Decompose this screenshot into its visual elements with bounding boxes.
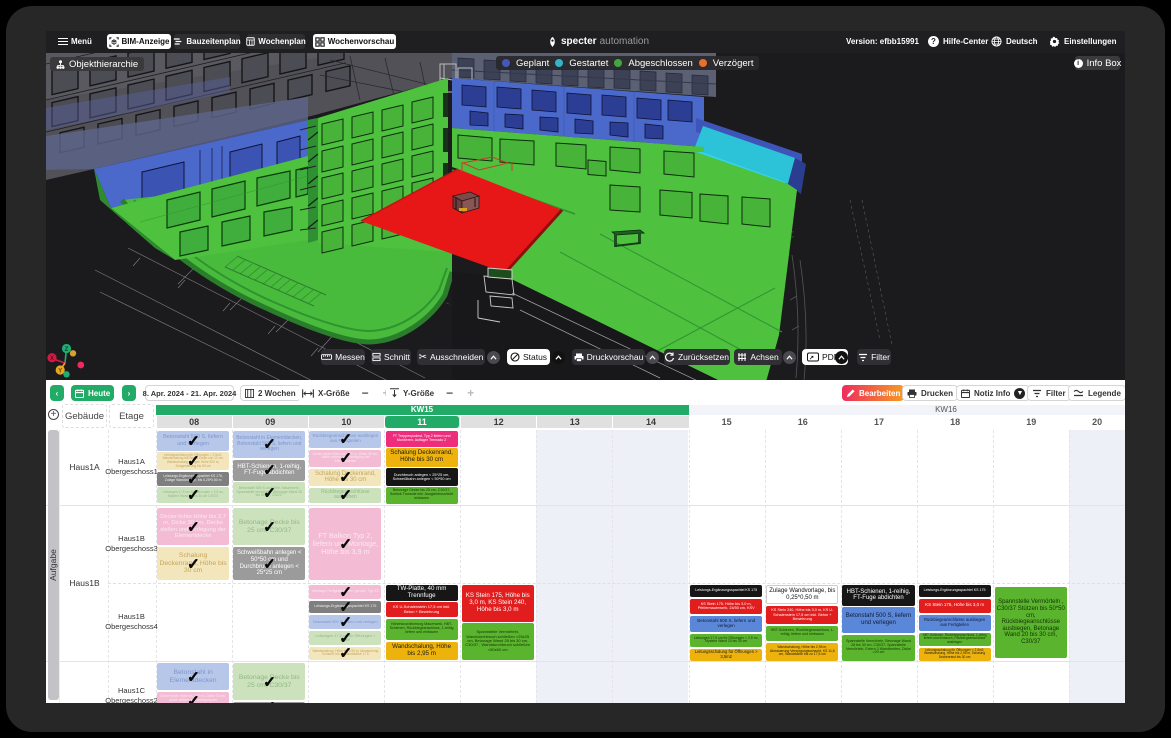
svg-text:X: X [50, 356, 54, 362]
svg-text:Y: Y [58, 369, 62, 375]
svg-text:Z: Z [65, 347, 69, 353]
svg-text:↗: ↗ [809, 356, 814, 362]
